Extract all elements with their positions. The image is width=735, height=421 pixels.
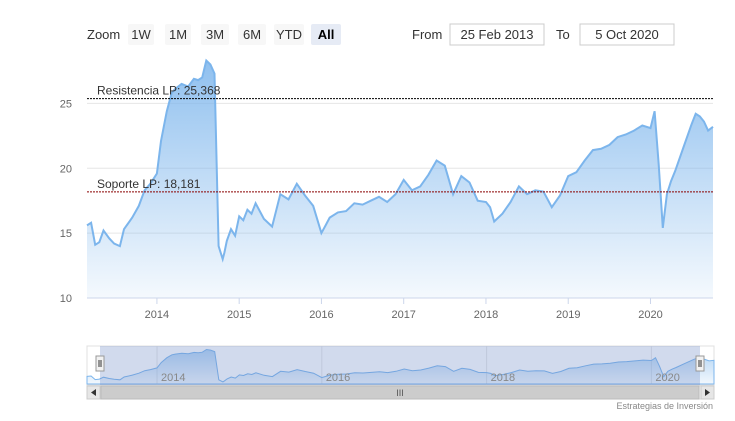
x-tick-label: 2018 (474, 309, 498, 321)
resistance-line: Resistencia LP: 25,368 (87, 84, 713, 100)
reference-line-label: Soporte LP: 18,181 (97, 177, 201, 191)
to-label: To (556, 27, 570, 42)
support-line: Soporte LP: 18,181 (87, 177, 713, 193)
zoom-buttons: 1W 1M 3M 6M YTD All (128, 24, 341, 45)
y-tick-label: 15 (60, 228, 72, 240)
y-tick-label: 20 (60, 163, 72, 175)
zoom-button-label[interactable]: 1M (169, 27, 187, 42)
x-axis: 2014 2015 2016 2017 2018 2019 2020 (145, 298, 663, 321)
zoom-button-all[interactable]: All (311, 24, 341, 45)
x-tick-label: 2017 (391, 309, 415, 321)
x-tick-label: 2019 (556, 309, 580, 321)
to-date-value[interactable]: 5 Oct 2020 (595, 27, 659, 42)
zoom-button-1w[interactable]: 1W (128, 24, 154, 45)
navigator-year-label: 2014 (161, 372, 185, 384)
y-axis: 10 15 20 25 (60, 98, 72, 305)
x-tick-label: 2016 (309, 309, 333, 321)
navigator-year-label: 2016 (326, 372, 350, 384)
reference-lines: Resistencia LP: 25,368 Soporte LP: 18,181 (87, 84, 713, 193)
navigator-area (86, 348, 715, 385)
zoom-button-label[interactable]: 6M (243, 27, 261, 42)
x-tick-label: 2020 (638, 309, 662, 321)
from-date-value[interactable]: 25 Feb 2013 (460, 27, 533, 42)
zoom-button-1m[interactable]: 1M (165, 24, 191, 45)
scrollbar-left-arrow[interactable] (86, 385, 101, 400)
zoom-button-label[interactable]: 3M (206, 27, 224, 42)
to-date-input[interactable]: 5 Oct 2020 (579, 23, 675, 46)
navigator-year-labels: 2014 2016 2018 2020 (161, 372, 680, 384)
navigator-handle-right[interactable] (695, 355, 705, 372)
navigator-handle-left[interactable] (95, 355, 105, 372)
x-tick-label: 2014 (145, 309, 169, 321)
from-label: From (412, 27, 442, 42)
zoom-button-label[interactable]: 1W (131, 27, 151, 42)
zoom-button-6m[interactable]: 6M (238, 24, 266, 45)
scrollbar-thumb[interactable] (100, 385, 700, 400)
x-tick-label: 2015 (227, 309, 251, 321)
price-area (87, 60, 713, 298)
y-tick-label: 25 (60, 98, 72, 110)
zoom-button-3m[interactable]: 3M (201, 24, 229, 45)
price-line (86, 58, 714, 263)
navigator[interactable]: 2014 2016 2018 2020 (86, 345, 715, 386)
y-tick-label: 10 (60, 293, 72, 305)
from-date-input[interactable]: 25 Feb 2013 (449, 23, 545, 46)
scrollbar-grip: III (396, 388, 404, 398)
navigator-mask-selection[interactable] (100, 346, 700, 385)
zoom-button-label[interactable]: YTD (276, 27, 302, 42)
navigator-year-label: 2020 (655, 372, 679, 384)
zoom-button-label[interactable]: All (318, 27, 335, 42)
credits[interactable]: Estrategias de Inversión (616, 401, 713, 411)
zoom-label: Zoom (87, 27, 120, 42)
zoom-button-ytd[interactable]: YTD (274, 24, 304, 45)
navigator-year-label: 2018 (491, 372, 515, 384)
scrollbar[interactable]: III (86, 385, 715, 400)
scrollbar-right-arrow[interactable] (700, 385, 715, 400)
reference-line-label: Resistencia LP: 25,368 (97, 84, 221, 98)
